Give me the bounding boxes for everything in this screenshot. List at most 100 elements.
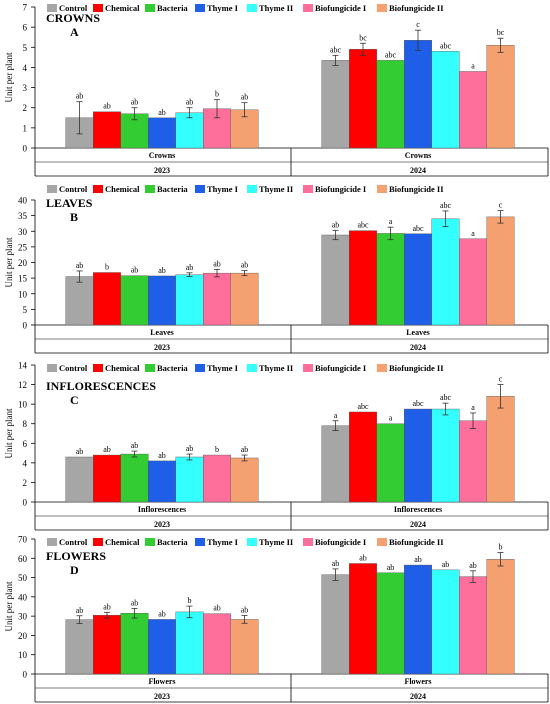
- legend-label: Bacteria: [157, 363, 188, 373]
- significance-label: ab: [241, 445, 249, 454]
- legend-swatch: [303, 538, 313, 546]
- significance-label: a: [389, 217, 393, 226]
- bar-biofungicide-i: [203, 454, 231, 503]
- significance-label: ab: [469, 561, 477, 570]
- legend-swatch: [145, 4, 155, 12]
- significance-label: a: [471, 229, 475, 238]
- bar-chemical: [349, 49, 377, 149]
- legend-swatch: [47, 185, 57, 193]
- x-year-label: 2024: [410, 692, 426, 701]
- legend-swatch: [195, 4, 205, 12]
- bar-biofungicide-i: [459, 238, 487, 326]
- y-tick-label: 7: [23, 3, 28, 13]
- bar-chemical: [349, 563, 377, 675]
- panel-title: FLOWERS: [46, 549, 106, 563]
- legend-swatch: [47, 4, 57, 12]
- legend-label: Control: [59, 537, 88, 547]
- y-tick-label: 1: [23, 123, 28, 133]
- legend-swatch: [93, 538, 103, 546]
- bar-chemical: [349, 230, 377, 326]
- bar-biofungicide-ii: [230, 272, 259, 326]
- significance-label: ab: [158, 108, 166, 117]
- panel-title: LEAVES: [46, 196, 93, 210]
- legend-label: Biofungicide II: [389, 537, 444, 547]
- x-year-label: 2023: [154, 692, 170, 701]
- legend-label: Biofungicide II: [389, 363, 444, 373]
- bar-control: [321, 425, 350, 503]
- x-year-label: 2024: [410, 166, 426, 175]
- bar-control: [65, 276, 94, 326]
- significance-label: abc: [440, 41, 452, 50]
- bar-thyme-ii: [431, 51, 460, 149]
- y-tick-label: 25: [18, 242, 28, 252]
- x-category-label: Inflorescences: [394, 505, 442, 514]
- bar-thyme-i: [148, 619, 176, 675]
- y-tick-label: 20: [18, 631, 28, 641]
- y-tick-label: 40: [18, 592, 28, 602]
- significance-label: b: [188, 596, 192, 605]
- x-year-label: 2024: [410, 343, 426, 352]
- bar-biofungicide-i: [459, 576, 487, 675]
- significance-label: c: [416, 20, 420, 29]
- significance-label: ab: [213, 604, 221, 613]
- y-tick-label: 2: [23, 478, 28, 488]
- significance-label: ab: [186, 263, 194, 272]
- panel-title: CROWNS: [46, 11, 100, 25]
- bar-bacteria: [120, 275, 149, 326]
- bar-thyme-ii: [431, 218, 460, 326]
- significance-label: ab: [158, 266, 166, 275]
- legend-label: Thyme II: [259, 3, 294, 13]
- x-category-label: Leaves: [150, 328, 174, 337]
- legend-swatch: [303, 4, 313, 12]
- legend-label: Biofungicide I: [315, 363, 367, 373]
- legend-label: Biofungicide I: [315, 184, 367, 194]
- bar-biofungicide-i: [203, 613, 231, 675]
- legend-label: Chemical: [105, 184, 140, 194]
- x-category-label: Flowers: [148, 677, 175, 686]
- legend-label: Biofungicide II: [389, 3, 444, 13]
- bar-bacteria: [376, 233, 405, 326]
- significance-label: ab: [131, 598, 139, 607]
- y-tick-label: 5: [23, 43, 28, 53]
- significance-label: a: [471, 403, 475, 412]
- legend-label: Bacteria: [157, 184, 188, 194]
- bar-biofungicide-i: [459, 420, 487, 503]
- panel-letter: B: [70, 210, 78, 224]
- legend-swatch: [377, 538, 387, 546]
- bar-biofungicide-ii: [486, 45, 515, 149]
- y-tick-label: 20: [18, 258, 28, 268]
- y-tick-label: 0: [23, 321, 28, 331]
- legend-label: Chemical: [105, 3, 140, 13]
- x-category-label: Leaves: [406, 328, 430, 337]
- bar-biofungicide-ii: [230, 457, 259, 503]
- significance-label: ab: [131, 98, 139, 107]
- bar-control: [65, 619, 94, 675]
- x-category-label: Crowns: [149, 151, 176, 160]
- y-tick-label: 5: [23, 305, 28, 315]
- bar-control: [65, 456, 94, 503]
- y-tick-label: 60: [18, 554, 28, 564]
- y-tick-label: 6: [23, 23, 28, 33]
- bar-control: [321, 574, 350, 675]
- bar-chemical: [93, 454, 121, 503]
- legend-label: Chemical: [105, 363, 140, 373]
- bar-biofungicide-ii: [486, 396, 515, 503]
- significance-label: ab: [158, 609, 166, 618]
- bar-thyme-ii: [175, 611, 204, 675]
- significance-label: ab: [387, 563, 395, 572]
- significance-label: ab: [76, 92, 84, 101]
- y-tick-label: 10: [18, 289, 28, 299]
- legend-swatch: [247, 538, 257, 546]
- y-axis-label: Unit per plant: [4, 408, 14, 458]
- panel-letter: A: [70, 25, 79, 39]
- x-year-label: 2023: [154, 166, 170, 175]
- significance-label: a: [471, 61, 475, 70]
- bar-thyme-i: [404, 408, 432, 503]
- bar-chemical: [93, 272, 121, 326]
- legend-label: Thyme II: [259, 363, 294, 373]
- legend-swatch: [303, 185, 313, 193]
- significance-label: a: [389, 414, 393, 423]
- y-tick-label: 10: [18, 400, 28, 410]
- legend-swatch: [377, 4, 387, 12]
- legend-label: Bacteria: [157, 537, 188, 547]
